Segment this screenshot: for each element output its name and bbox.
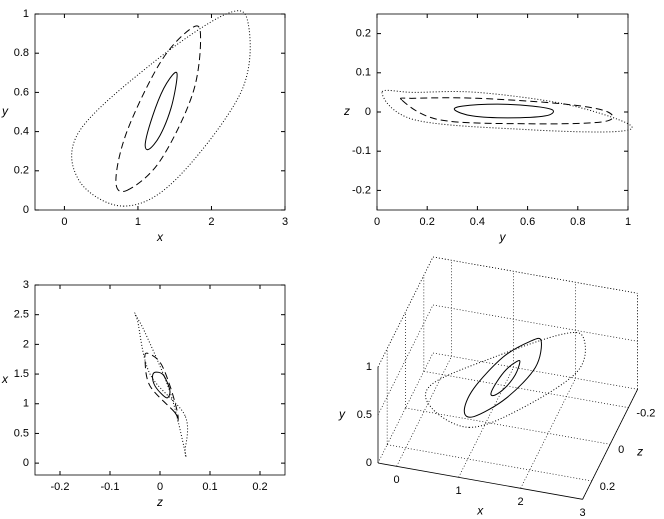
x-tick-label: 1 [135,216,141,228]
y-tick-label: 2 [23,338,29,350]
x-tick-label: 0 [61,216,67,228]
y-tick-label: 0 [23,204,29,216]
x-tick-label: 0 [157,481,163,493]
y-tick-label: 0 [365,106,371,118]
contour-line [463,337,542,418]
x-tick-label: 2 [208,216,214,228]
x-tick-label: 0.1 [202,481,217,493]
contour-line [400,97,614,125]
x-axis-label: z [156,495,163,509]
x-tick-label: 0 [394,474,400,486]
y-axis-label: y [338,407,346,421]
z-axis-label: z [636,444,643,458]
x-axis-label: x [156,230,164,244]
grid-line [432,256,638,294]
contour-line [425,331,586,428]
contour-line [381,89,633,133]
contour-line [144,71,178,151]
y-tick-label: 0.2 [14,165,29,177]
y-tick-label: 0 [23,457,29,469]
contour-line [144,352,179,423]
y-axis-label: z [343,104,350,118]
x-axis-label: x [476,503,484,517]
y-tick-label: 0.8 [14,47,29,59]
y-tick-label: -0.2 [352,184,371,196]
x-tick-label: 2 [518,496,524,508]
y-tick-label: 3 [23,279,29,291]
z-tick-label: -0.2 [636,408,655,420]
x-axis-label: y [499,230,507,244]
grid-line [432,304,638,342]
axes-frame [34,284,286,476]
y-axis-label: y [1,104,9,118]
x-tick-label: 0 [374,216,380,228]
x-tick-label: 0.8 [570,216,585,228]
y-tick-label: 0.4 [14,126,29,138]
box-edge [377,256,434,368]
y-tick-label: 1 [23,8,29,20]
grid-line [432,352,638,390]
x-tick-label: 1 [456,485,462,497]
z-tick-label: 0 [618,444,624,456]
box-edge [432,256,638,294]
x-tick-label: 3 [282,216,288,228]
y-tick-label: 0.1 [356,67,371,79]
grid-line [423,370,629,408]
x-tick-label: -0.2 [51,481,70,493]
y-tick-label: 2.5 [14,309,29,321]
z-axis-line [582,389,638,500]
axes-frame [34,13,286,211]
y-tick-label: 0.5 [357,409,372,421]
y-axis-label: x [1,372,9,386]
x-axis-line [377,462,583,500]
y-tick-label: 0.5 [14,427,29,439]
x-tick-label: 0.4 [470,216,485,228]
contour-line [115,25,202,193]
x-tick-label: 0.2 [252,481,267,493]
y-tick-label: 0.6 [14,86,29,98]
grid-line [405,407,611,445]
contour-line [151,371,171,399]
y-tick-label: 1.5 [14,368,29,380]
contour-line [490,359,521,397]
x-tick-label: 0.6 [520,216,535,228]
y-tick-label: 1 [23,398,29,410]
contour-line [71,10,251,207]
x-tick-label: 0.2 [420,216,435,228]
z-tick-label: 0.2 [600,481,615,493]
y-tick-label: 0 [366,457,372,469]
axes-frame [376,13,629,211]
y-tick-label: 0.2 [356,28,371,40]
contour-line [134,312,189,458]
x-tick-label: 1 [625,216,631,228]
x-tick-label: 3 [580,507,586,519]
grid-line [387,444,592,482]
x-tick-label: -0.1 [101,481,120,493]
y-tick-label: -0.1 [352,145,371,157]
y-tick-label: 1 [366,361,372,373]
contour-line [453,103,554,119]
